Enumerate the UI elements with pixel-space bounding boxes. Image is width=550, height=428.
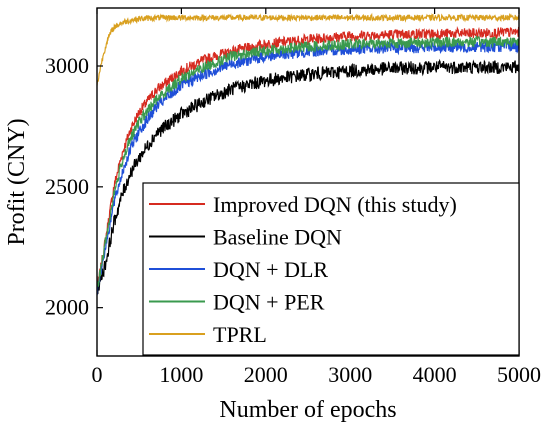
x-tick-label: 0: [92, 362, 103, 387]
x-tick-label: 1000: [159, 362, 203, 387]
y-tick-label: 2500: [45, 174, 89, 199]
legend-label: Baseline DQN: [213, 225, 342, 250]
plot-frame: [96, 7, 520, 357]
x-axis-title: Number of epochs: [219, 397, 396, 423]
series-line-0: [97, 26, 519, 293]
y-axis-title: Profit (CNY): [4, 118, 30, 245]
x-tick-label: 5000: [497, 362, 541, 387]
x-tick-label: 3000: [328, 362, 372, 387]
series-group: [97, 12, 519, 296]
x-tick-label: 2000: [244, 362, 288, 387]
y-tick-label: 3000: [45, 53, 89, 78]
legend-label: DQN + PER: [213, 290, 325, 315]
legend-box: [142, 182, 520, 356]
series-line-3: [97, 34, 519, 287]
y-tick-label: 2000: [45, 295, 89, 320]
legend: Improved DQN (this study) Baseline DQN DQN…: [142, 182, 520, 356]
legend-label: Improved DQN (this study): [213, 192, 457, 217]
axes-group: 0 1000 2000 3000 4000 5000 2000 2500 3000: [45, 7, 541, 387]
legend-label: DQN + DLR: [213, 257, 328, 282]
x-tick-label: 4000: [413, 362, 457, 387]
legend-label: TPRL: [213, 322, 267, 347]
series-line-4: [97, 12, 519, 86]
series-line-1: [97, 58, 519, 295]
